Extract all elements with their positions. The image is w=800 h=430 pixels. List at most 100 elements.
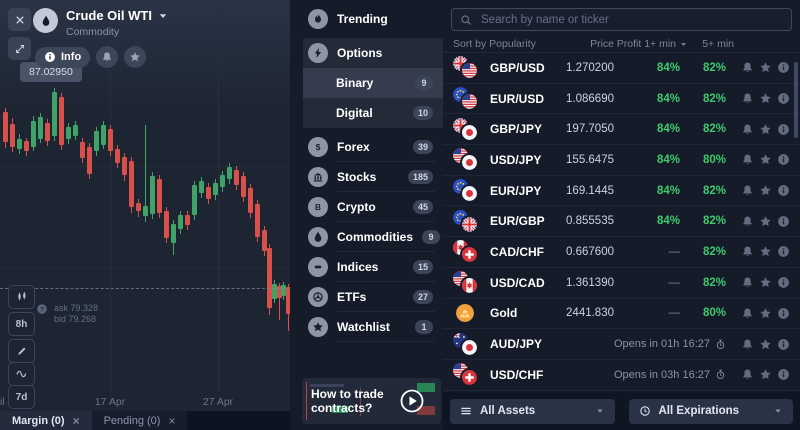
menu-item-label: ETFs <box>337 290 367 304</box>
range-button[interactable]: 7d <box>8 385 35 409</box>
asset-name: AUD/JPY <box>490 337 543 352</box>
asset-row-usd-jpy[interactable]: USD/JPY 155.6475 84% 80% <box>443 145 800 176</box>
assets-filter-dropdown[interactable]: All Assets <box>450 398 615 424</box>
star-icon[interactable] <box>759 276 772 289</box>
asset-row-gold[interactable]: Gold 2441.830 — 80% <box>443 299 800 330</box>
info-icon[interactable] <box>777 184 790 197</box>
star-icon[interactable] <box>759 184 772 197</box>
menu-item-forex[interactable]: $ Forex 39 <box>290 132 443 162</box>
bell-icon[interactable] <box>741 245 754 258</box>
info-icon[interactable] <box>777 123 790 136</box>
menu-item-watchlist[interactable]: Watchlist 1 <box>290 312 443 342</box>
bell-icon[interactable] <box>741 61 754 74</box>
menu-item-indices[interactable]: Indices 15 <box>290 252 443 282</box>
bell-icon[interactable] <box>741 215 754 228</box>
star-icon[interactable] <box>759 153 772 166</box>
candle-body <box>79 142 85 158</box>
asset-row-aud-jpy[interactable]: AUD/JPY Opens in 01h 16:27 <box>443 329 800 360</box>
indicators-button[interactable] <box>8 362 35 386</box>
info-icon[interactable] <box>777 215 790 228</box>
profit-1min: — <box>668 245 681 258</box>
bell-icon[interactable] <box>741 276 754 289</box>
menu-item-digital[interactable]: Digital 10 <box>303 98 443 128</box>
draw-button[interactable] <box>8 339 35 363</box>
asset-list-footer: All Assets All Expirations <box>443 392 800 430</box>
star-icon[interactable] <box>759 307 772 320</box>
star-icon[interactable] <box>759 215 772 228</box>
star-icon[interactable] <box>759 368 772 381</box>
asset-name: CAD/CHF <box>490 244 544 259</box>
close-icon[interactable]: × <box>72 413 80 428</box>
info-icon[interactable] <box>777 153 790 166</box>
profit-1min: — <box>668 307 681 320</box>
bell-icon[interactable] <box>741 123 754 136</box>
asset-row-usd-chf[interactable]: USD/CHF Opens in 03h 16:27 <box>443 360 800 391</box>
help-icon[interactable]: ? <box>36 303 48 315</box>
profit1-column-header[interactable]: Profit 1+ min <box>614 38 688 50</box>
profit-5min: 82% <box>702 92 726 105</box>
star-icon[interactable] <box>759 61 772 74</box>
bell-icon[interactable] <box>741 368 754 381</box>
star-icon[interactable] <box>759 92 772 105</box>
x-axis-tick: il <box>0 396 5 408</box>
menu-item-commodities[interactable]: Commodities 9 <box>290 222 443 252</box>
info-icon[interactable] <box>777 245 790 258</box>
bell-icon[interactable] <box>741 307 754 320</box>
timeframe-button[interactable]: 8h <box>8 312 35 336</box>
bell-icon[interactable] <box>741 338 754 351</box>
resize-chart-button[interactable] <box>8 37 31 60</box>
star-icon[interactable] <box>759 245 772 258</box>
info-icon[interactable] <box>777 61 790 74</box>
favorite-button[interactable] <box>124 46 147 68</box>
promo-video[interactable]: How to trade contracts? <box>302 378 441 424</box>
profit5-column-header: 5+ min <box>702 38 734 50</box>
tab-margin[interactable]: Margin (0) × <box>0 411 92 430</box>
scrollbar-thumb[interactable] <box>794 62 798 138</box>
asset-row-eur-usd[interactable]: EUR/USD 1.086690 84% 82% <box>443 84 800 115</box>
svg-text:?: ? <box>40 306 44 313</box>
close-chart-button[interactable] <box>8 8 31 31</box>
chart-type-button[interactable] <box>8 285 35 309</box>
info-icon[interactable] <box>777 338 790 351</box>
info-button[interactable]: Info <box>35 46 91 68</box>
asset-row-cad-chf[interactable]: CAD/CHF 0.667600 — 82% <box>443 237 800 268</box>
asset-price: 1.361390 <box>566 276 614 289</box>
menu-item-options[interactable]: Options <box>303 38 443 68</box>
asset-row-gbp-jpy[interactable]: GBP/JPY 197.7050 84% 82% <box>443 114 800 146</box>
info-icon[interactable] <box>777 368 790 381</box>
svg-text:$: $ <box>316 142 321 152</box>
star-icon[interactable] <box>759 338 772 351</box>
asset-row-eur-jpy[interactable]: EUR/JPY 169.1445 84% 82% <box>443 176 800 207</box>
asset-selector[interactable]: Crude Oil WTI <box>66 8 169 23</box>
close-icon[interactable]: × <box>168 413 176 428</box>
star-icon[interactable] <box>759 123 772 136</box>
menu-item-trending[interactable]: Trending <box>290 4 443 34</box>
currency-pair-flags <box>453 240 481 263</box>
search-input[interactable] <box>479 12 783 27</box>
count-badge: 45 <box>412 200 433 214</box>
flag-jp <box>462 124 477 140</box>
info-icon[interactable] <box>777 276 790 289</box>
flag-ca <box>462 278 477 294</box>
bell-icon[interactable] <box>741 92 754 105</box>
currency-pair-flags <box>453 332 481 356</box>
bell-icon[interactable] <box>741 184 754 197</box>
menu-item-crypto[interactable]: B Crypto 45 <box>290 192 443 222</box>
asset-row-eur-gbp[interactable]: EUR/GBP 0.855535 84% 82% <box>443 206 800 238</box>
info-label: Info <box>61 51 82 63</box>
profit-1min: 84% <box>656 61 680 74</box>
tab-pending[interactable]: Pending (0) × <box>91 411 188 430</box>
sort-control[interactable]: Sort by Popularity <box>453 38 536 50</box>
info-icon[interactable] <box>777 307 790 320</box>
asset-row-gbp-usd[interactable]: GBP/USD 1.270200 84% 82% <box>443 53 800 84</box>
info-icon[interactable] <box>777 92 790 105</box>
bell-icon[interactable] <box>741 153 754 166</box>
menu-item-stocks[interactable]: Stocks 185 <box>290 162 443 192</box>
menu-item-etfs[interactable]: ETFs 27 <box>290 282 443 312</box>
play-icon[interactable] <box>400 389 424 413</box>
asset-row-usd-cad[interactable]: USD/CAD 1.361390 — 82% <box>443 268 800 299</box>
svg-text:B: B <box>315 203 321 212</box>
alerts-button[interactable] <box>96 46 119 68</box>
expirations-filter-dropdown[interactable]: All Expirations <box>628 398 793 424</box>
menu-item-binary[interactable]: Binary 9 <box>303 68 443 98</box>
